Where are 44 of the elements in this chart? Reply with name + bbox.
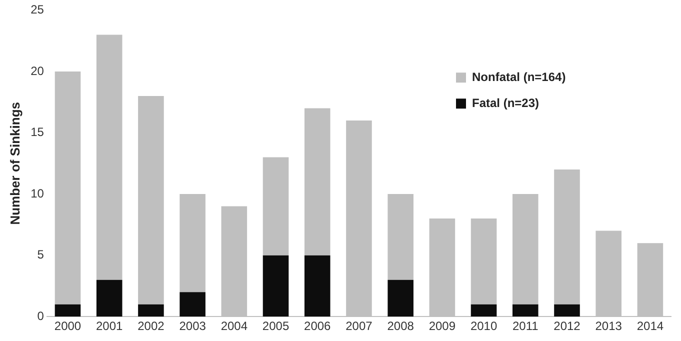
y-axis-title: Number of Sinkings <box>7 102 22 225</box>
x-tick-label: 2008 <box>387 319 414 334</box>
x-tick-label: 2006 <box>304 319 332 334</box>
x-tick-label: 2007 <box>346 319 373 334</box>
bar <box>138 96 164 304</box>
x-tick-label: 2014 <box>636 319 664 334</box>
bar <box>304 108 330 256</box>
x-tick-label: 2010 <box>470 319 498 334</box>
legend-label: Fatal (n=23) <box>472 96 540 110</box>
x-tick-label: 2005 <box>262 319 290 334</box>
x-tick-label: 2003 <box>179 319 206 334</box>
legend-label: Nonfatal (n=164) <box>472 70 566 84</box>
bar <box>554 304 580 317</box>
y-tick-label: 25 <box>30 2 44 17</box>
bar <box>138 304 164 317</box>
x-tick-label: 2004 <box>220 319 248 334</box>
y-tick-label: 10 <box>30 186 44 200</box>
x-tick-label: 2001 <box>96 319 124 334</box>
bar <box>96 34 122 280</box>
bar <box>304 255 330 317</box>
bar <box>180 194 206 292</box>
bar <box>262 255 289 317</box>
bar <box>470 218 497 304</box>
x-tick-label: 2013 <box>595 319 622 334</box>
x-tick-label: 2012 <box>554 319 581 334</box>
bar <box>54 71 81 304</box>
x-tick-label: 2009 <box>428 319 456 334</box>
bar <box>470 304 497 317</box>
bar <box>54 304 81 317</box>
bar <box>262 157 289 256</box>
bar <box>512 304 538 317</box>
bar <box>388 280 414 317</box>
bar <box>388 194 414 280</box>
x-tick-label: 2002 <box>138 319 165 334</box>
y-tick-label: 5 <box>37 248 44 262</box>
y-tick-label: 0 <box>37 308 44 323</box>
bar <box>512 194 538 304</box>
bar <box>554 170 580 304</box>
bar <box>96 280 122 317</box>
x-tick-label: 2000 <box>54 319 82 334</box>
y-tick-label: 20 <box>30 64 44 78</box>
y-tick-label: 15 <box>30 125 44 140</box>
bar <box>180 292 206 317</box>
x-tick-label: 2011 <box>512 319 539 334</box>
